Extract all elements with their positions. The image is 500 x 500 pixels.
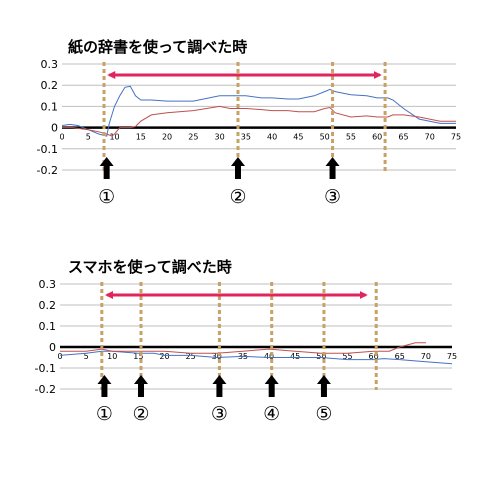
x-tick-label: 60 [372, 133, 382, 142]
y-tick-label: -0.1 [35, 362, 56, 375]
y-tick-label: 0.2 [41, 79, 59, 92]
x-tick-label: 50 [320, 133, 330, 142]
up-arrow-icon [212, 375, 227, 397]
chart-1-title: 紙の辞書を使って調べた時 [68, 38, 247, 56]
chart-2-grid [60, 283, 452, 390]
annotation-number: ① [98, 186, 115, 208]
series-line-2 [60, 342, 426, 354]
chart-1: 紙の辞書を使って調べた時 0.30.20.10-0.1-0.2 0 5 10 15 20… [37, 38, 462, 208]
x-tick-label: 5 [86, 133, 91, 142]
up-arrow-icon [264, 375, 279, 397]
x-tick-label: 30 [212, 352, 222, 361]
chart-1-series [61, 85, 456, 137]
chart-1-annotations: ① ② ③ [98, 157, 341, 208]
x-tick-label: 50 [316, 352, 326, 361]
x-tick-label: 5 [84, 352, 89, 361]
series-line-2 [62, 105, 456, 137]
y-tick-label: 0 [49, 341, 56, 354]
y-tick-label: -0.2 [37, 164, 58, 177]
x-tick-label: 25 [188, 133, 198, 142]
up-arrow-icon [97, 375, 112, 397]
x-tick-label: 65 [395, 352, 405, 361]
up-arrow-icon [230, 157, 245, 179]
x-tick-label: 75 [447, 352, 457, 361]
y-tick-label: 0.1 [41, 100, 59, 113]
y-tick-label: -0.2 [35, 383, 56, 396]
series-line-1 [61, 85, 456, 137]
x-tick-label: 75 [451, 133, 461, 142]
up-arrow-icon [316, 375, 331, 397]
up-arrow-icon [325, 157, 340, 179]
x-tick-label: 20 [159, 352, 169, 361]
up-arrow-icon [99, 157, 114, 179]
x-tick-label: 40 [264, 352, 274, 361]
up-arrow-icon [134, 375, 149, 397]
y-tick-label: 0.3 [41, 58, 59, 71]
chart-2-title: スマホを使って調べた時 [68, 258, 232, 276]
y-tick-label: 0.2 [39, 299, 57, 312]
annotation-number: ② [132, 403, 149, 425]
chart-2-dashed-markers [100, 282, 378, 390]
x-tick-label: 10 [107, 352, 117, 361]
annotation-number: ② [229, 186, 246, 208]
annotation-number: ① [96, 403, 113, 425]
chart-2-y-ticks: 0.3 0.2 0.1 0 -0.1 -0.2 [35, 278, 56, 396]
chart-2: スマホを使って調べた時 0.30.20.10-0.1-0.2 0 5 10 15 20 2… [35, 258, 458, 425]
x-tick-label: 35 [241, 133, 251, 142]
x-tick-label: 55 [342, 352, 352, 361]
x-tick-label: 10 [109, 133, 119, 142]
chart-1-grid [62, 63, 456, 171]
chart-1-x-ticks: 0 5 10 15 20 25 30 35 40 45 50 55 60 65 70 75 [59, 133, 461, 142]
x-tick-label: 30 [215, 133, 225, 142]
annotation-number: ③ [324, 186, 341, 208]
chart-1-y-ticks: 0.3 0.2 0.1 0 -0.1 -0.2 [37, 58, 58, 177]
series-line-1 [59, 350, 453, 365]
y-tick-label: -0.1 [37, 143, 58, 156]
x-tick-label: 15 [133, 352, 143, 361]
x-tick-label: 55 [346, 133, 356, 142]
chart-2-x-ticks: 0 5 10 15 20 25 30 35 40 45 50 55 60 65 70 75 [57, 352, 457, 361]
x-tick-label: 40 [267, 133, 277, 142]
annotation-number: ⑤ [315, 403, 332, 425]
annotation-number: ③ [211, 403, 228, 425]
x-tick-label: 45 [290, 352, 300, 361]
y-tick-label: 0.1 [39, 320, 57, 333]
x-tick-label: 70 [421, 352, 431, 361]
y-tick-label: 0.3 [39, 278, 57, 291]
x-tick-label: 0 [57, 352, 62, 361]
y-tick-label: 0 [51, 122, 58, 135]
x-tick-label: 15 [136, 133, 146, 142]
annotation-number: ④ [263, 403, 280, 425]
chart-2-series [59, 342, 453, 365]
chart-1-dashed-markers [102, 62, 387, 172]
x-tick-label: 45 [293, 133, 303, 142]
x-tick-label: 25 [186, 352, 196, 361]
x-tick-label: 0 [59, 133, 64, 142]
x-tick-label: 60 [369, 352, 379, 361]
x-tick-label: 70 [425, 133, 435, 142]
x-tick-label: 65 [398, 133, 408, 142]
x-tick-label: 20 [162, 133, 172, 142]
